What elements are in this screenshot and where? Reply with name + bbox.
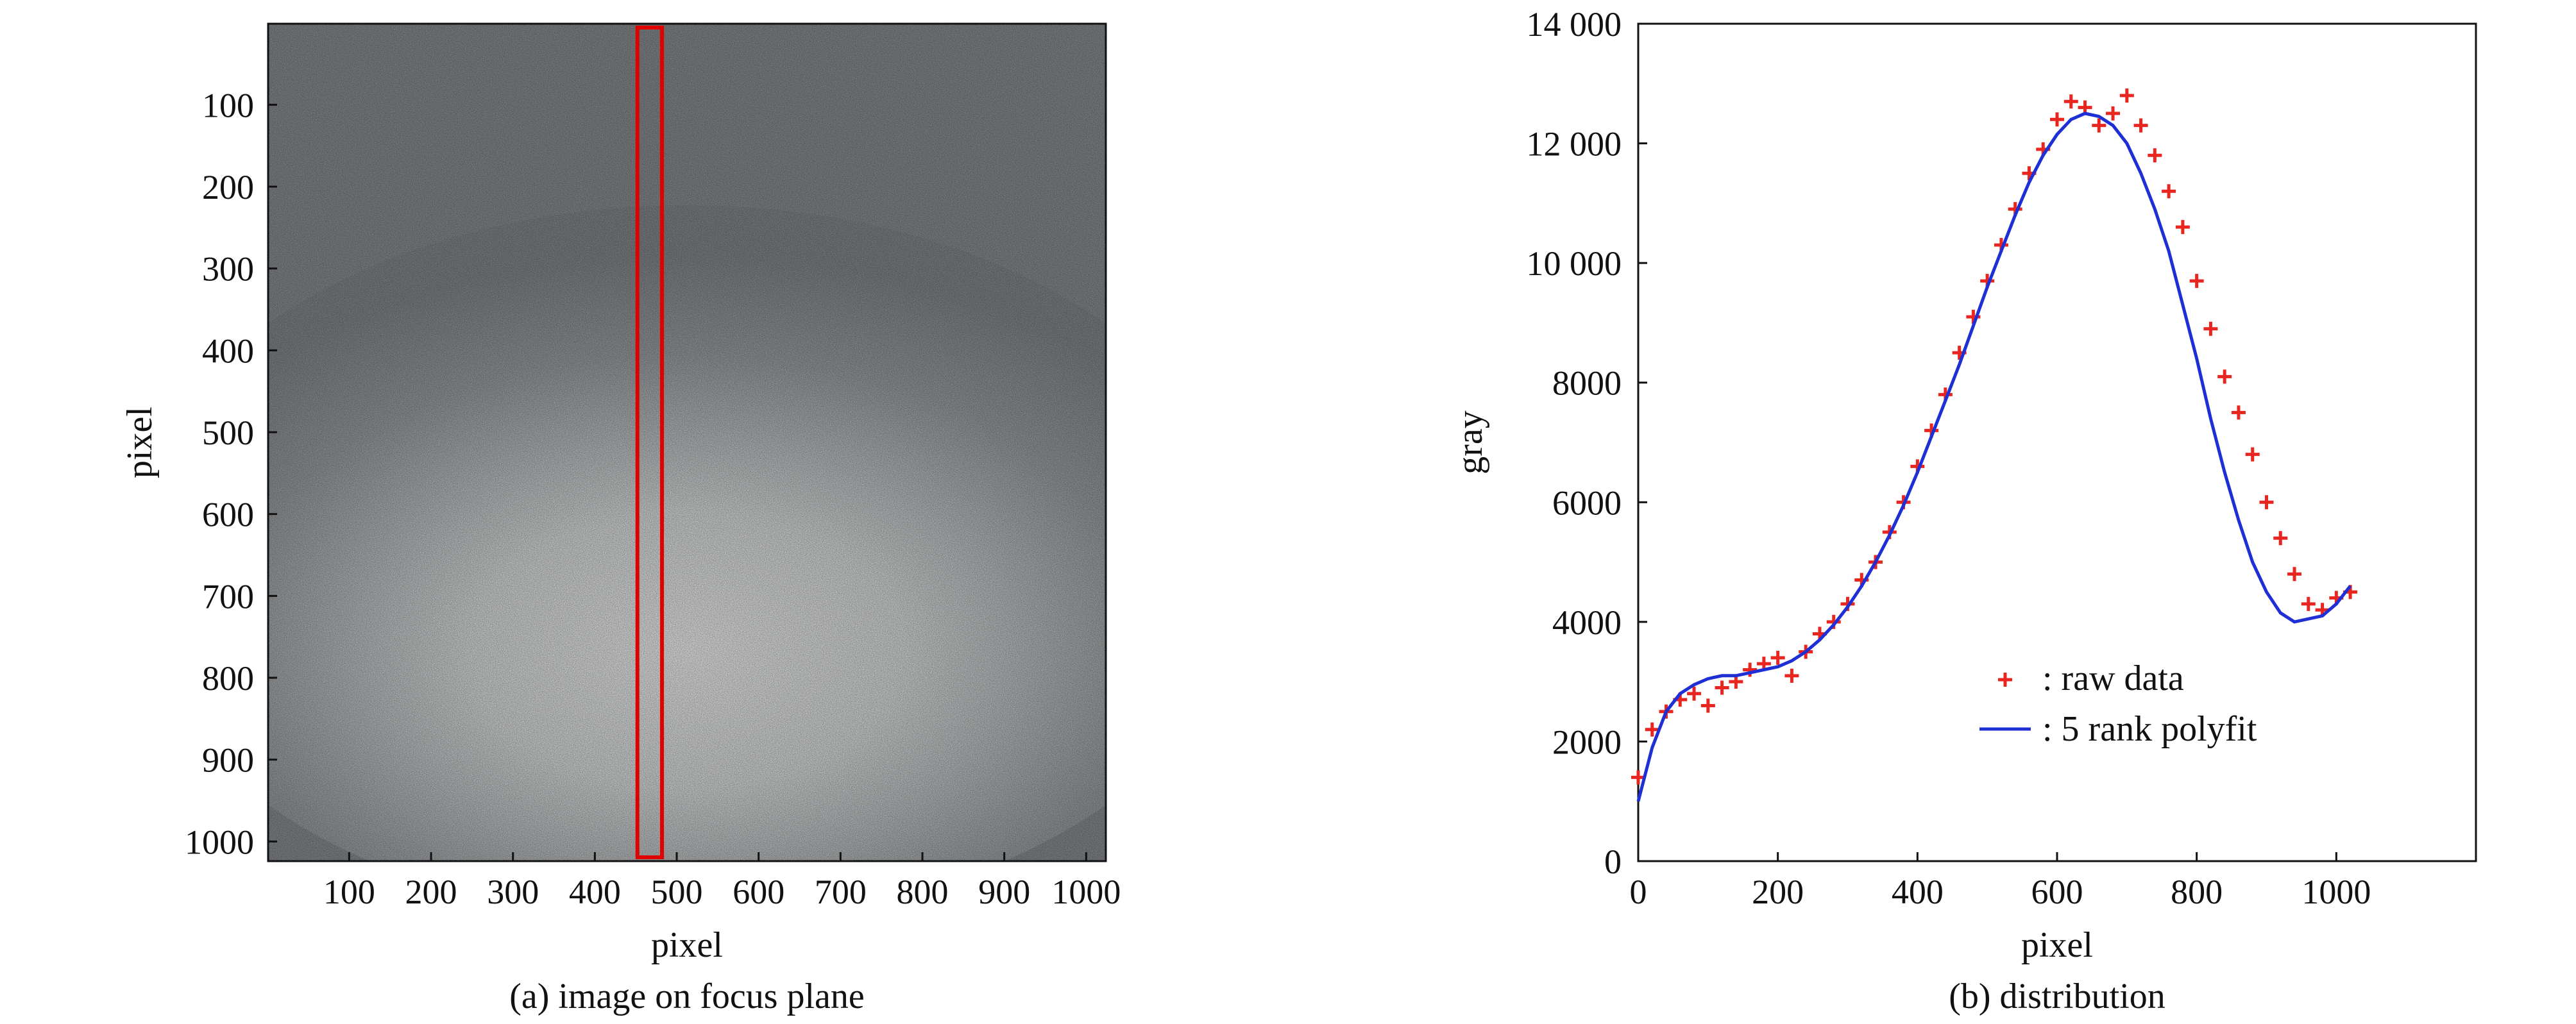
panel-a-y-tick-label: 1000 (185, 823, 254, 861)
raw-data-point (2301, 596, 2316, 611)
panel-a-frame (267, 22, 1107, 862)
raw-data-point (2119, 88, 2134, 103)
raw-data-point (1645, 722, 1659, 737)
panel-b-y-tick-label: 8000 (1552, 364, 1622, 403)
panel-b-x-tick-label: 400 (1892, 873, 1944, 911)
panel-a-caption: (a) image on focus plane (509, 977, 865, 1016)
panel-a-y-ticks: 100 200 300 400 500 600 700 800 900 1000 (185, 86, 277, 861)
panel-a-x-tick-label: 1000 (1051, 873, 1121, 911)
raw-data-point (2050, 112, 2064, 127)
focus-image-noise (268, 24, 1106, 861)
panel-b-y-axis-label: gray (1450, 410, 1490, 474)
panel-a-x-tick-label: 600 (733, 873, 784, 911)
panel-a-x-tick-label: 500 (651, 873, 703, 911)
raw-data-point (1715, 680, 1729, 695)
panel-b-x-ticks: 0 200 400 600 800 1000 (1630, 852, 2371, 911)
panel-a-y-tick-label: 500 (202, 414, 254, 452)
panel-a-y-tick-label: 600 (202, 496, 254, 534)
raw-data-point (2203, 321, 2218, 336)
panel-b-y-tick-label: 0 (1604, 843, 1622, 881)
legend-polyfit-label: : 5 rank polyfit (2042, 709, 2257, 749)
panel-a-y-tick-label: 900 (202, 741, 254, 780)
panel-b-x-tick-label: 0 (1630, 873, 1647, 911)
raw-data-point (2273, 531, 2288, 546)
raw-data-point (2162, 184, 2176, 199)
raw-data-point (2148, 148, 2162, 163)
legend-raw-data-label: : raw data (2042, 659, 2184, 698)
raw-data-point (2189, 274, 2204, 289)
panel-b-x-tick-label: 1000 (2301, 873, 2371, 911)
panel-a-x-tick-label: 100 (323, 873, 375, 911)
panel-b-caption: (b) distribution (1949, 977, 2165, 1016)
panel-a-x-tick-label: 400 (569, 873, 621, 911)
panel-b-y-ticks: 0 2000 4000 6000 8000 10 000 12 000 14 000 (1527, 5, 1647, 881)
panel-b-x-axis-label: pixel (2021, 925, 2093, 965)
panel-b-y-tick-label: 10 000 (1527, 244, 1622, 283)
panel-b-y-tick-label: 12 000 (1527, 125, 1622, 164)
panel-a-y-tick-label: 300 (202, 250, 254, 289)
raw-data-point (2245, 447, 2260, 462)
panel-a-x-tick-label: 700 (815, 873, 867, 911)
raw-data-point (2133, 118, 2148, 133)
panel-b-chart: 0 200 400 600 800 1000 0 2000 4000 6000 8000 10 00… (1450, 5, 2477, 1016)
panel-b-y-tick-label: 2000 (1552, 723, 1622, 761)
panel-a-x-tick-label: 900 (978, 873, 1030, 911)
panel-b-y-tick-label: 6000 (1552, 483, 1622, 522)
panel-b-x-tick-label: 600 (2031, 873, 2083, 911)
legend: : raw data : 5 rank polyfit (1979, 659, 2257, 749)
raw-data-point (1743, 662, 1758, 677)
raw-data-point (2231, 405, 2246, 420)
panel-a-y-tick-label: 200 (202, 168, 254, 206)
raw-data-point (1687, 686, 1702, 701)
raw-data-point (2092, 118, 2106, 133)
panel-b-x-tick-label: 200 (1752, 873, 1804, 911)
raw-data-point (1700, 698, 1715, 713)
raw-data-point (1784, 668, 1799, 683)
raw-data-point (2287, 567, 2302, 582)
panel-a-y-tick-label: 700 (202, 577, 254, 616)
panel-a-x-tick-label: 800 (897, 873, 949, 911)
raw-data-point (2175, 220, 2190, 235)
raw-data-point (2063, 94, 2078, 109)
raw-data-point (2217, 369, 2232, 384)
legend-raw-data-marker-shape (1998, 673, 2012, 687)
highlight-column-box (635, 26, 665, 859)
panel-a-y-tick-label: 800 (202, 659, 254, 698)
panel-a-x-ticks: 100 200 300 400 500 600 700 800 900 1000 (323, 852, 1121, 911)
panel-b-y-tick-label: 4000 (1552, 603, 1622, 642)
panel-a-y-axis-label: pixel (120, 407, 160, 478)
panel-a-x-axis-label: pixel (651, 925, 723, 965)
panel-a-x-tick-label: 200 (405, 873, 457, 911)
raw-data-point (2259, 495, 2274, 510)
legend-raw-data-marker (1998, 673, 2012, 687)
raw-data-series (1631, 88, 2358, 785)
raw-data-point (2106, 106, 2121, 121)
raw-data-point (1770, 650, 1785, 665)
panel-b-y-tick-label: 14 000 (1527, 5, 1622, 44)
panel-a-y-tick-label: 400 (202, 332, 254, 370)
panel-a-x-tick-label: 300 (487, 873, 539, 911)
panel-a-y-tick-label: 100 (202, 86, 254, 124)
panel-b-x-tick-label: 800 (2171, 873, 2223, 911)
polyfit-line (1636, 112, 2352, 802)
panel-a-image: 100 200 300 400 500 600 700 800 900 1000 100 200 30… (120, 22, 1121, 1016)
